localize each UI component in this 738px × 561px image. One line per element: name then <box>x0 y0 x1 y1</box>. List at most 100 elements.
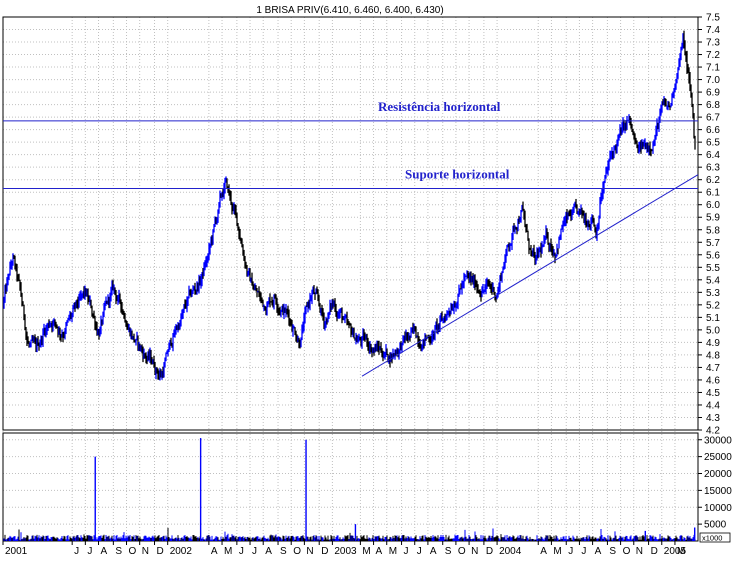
price-axis: 7.57.47.37.27.17.06.96.86.76.66.56.46.36… <box>698 13 720 437</box>
time-tick-label: A <box>540 546 547 556</box>
time-tick-label: J <box>568 546 573 556</box>
volume-tick-label: 30000 <box>704 435 732 446</box>
time-tick-label: S <box>445 546 452 556</box>
time-axis: 2001 J J A S O N D 2002 A M J J A S O N D 2003 M A M J J A S O N D 20… <box>2 541 687 557</box>
price-tick-label: 5.2 <box>706 300 720 311</box>
price-tick-label: 6.6 <box>706 125 720 136</box>
time-tick-label: M <box>677 546 685 556</box>
price-tick-label: 5.9 <box>706 213 720 224</box>
time-tick-label: N <box>306 546 313 556</box>
time-tick-label: A <box>595 546 602 556</box>
annotation-label-1: Suporte horizontal <box>405 166 510 181</box>
time-tick-label: D <box>651 546 658 556</box>
time-tick-label: D <box>321 546 328 556</box>
price-tick-label: 7.1 <box>706 63 720 74</box>
time-tick-label: J <box>239 546 244 556</box>
price-tick-label: 4.7 <box>706 363 720 374</box>
time-tick-label: S <box>609 546 616 556</box>
time-tick-label: J <box>74 546 79 556</box>
time-tick-label: S <box>280 546 287 556</box>
price-tick-label: 6.9 <box>706 88 720 99</box>
price-tick-label: 6.1 <box>706 188 720 199</box>
price-tick-label: 5.1 <box>706 313 720 324</box>
time-tick-label: M <box>553 546 561 556</box>
time-tick-label: N <box>471 546 478 556</box>
time-tick-label: O <box>293 546 301 556</box>
annotation-label-0: Resistência horizontal <box>378 99 501 114</box>
volume-tick-label: 25000 <box>704 452 732 463</box>
price-tick-label: 4.5 <box>706 388 720 399</box>
volume-tick-label: 20000 <box>704 469 732 480</box>
time-tick-label: O <box>458 546 466 556</box>
volume-bars <box>3 438 696 541</box>
time-tick-label: O <box>623 546 631 556</box>
price-tick-label: 4.4 <box>706 400 720 411</box>
price-series <box>3 30 696 381</box>
time-tick-label: M <box>362 546 370 556</box>
chart-title: 1 BRISA PRIV(6.410, 6.460, 6.400, 6.430) <box>256 5 443 16</box>
price-tick-label: 5.0 <box>706 325 720 336</box>
plot-frame <box>2 16 699 542</box>
volume-tick-label: 15000 <box>704 486 732 497</box>
volume-tick-label: 5000 <box>704 520 727 531</box>
annotations: Resistência horizontal Suporte horizontal <box>378 99 510 182</box>
price-tick-label: 5.8 <box>706 225 720 236</box>
volume-axis: 30000 25000 20000 15000 10000 5000 x1000 <box>698 435 732 543</box>
time-tick-label: 2003 <box>334 546 357 556</box>
price-tick-label: 4.6 <box>706 375 720 386</box>
price-tick-label: 7.4 <box>706 25 720 36</box>
price-tick-label: 7.3 <box>706 38 720 49</box>
time-tick-label: M <box>389 546 397 556</box>
grid-lines <box>2 16 698 541</box>
price-tick-label: 7.5 <box>706 13 720 24</box>
price-tick-label: 6.7 <box>706 113 720 124</box>
time-tick-label: N <box>636 546 643 556</box>
price-tick-label: 5.7 <box>706 238 720 249</box>
volume-tick-label: 10000 <box>704 503 732 514</box>
price-tick-label: 6.2 <box>706 175 720 186</box>
price-tick-label: 4.8 <box>706 350 720 361</box>
volume-panel-border <box>2 432 699 542</box>
price-tick-label: 7.2 <box>706 50 720 61</box>
price-panel-border <box>2 16 699 431</box>
time-tick-label: J <box>404 546 409 556</box>
time-tick-label: S <box>115 546 122 556</box>
time-tick-label: J <box>417 546 422 556</box>
price-tick-label: 6.0 <box>706 200 720 211</box>
price-tick-label: 6.8 <box>706 100 720 111</box>
time-tick-label: 2002 <box>170 546 193 556</box>
time-tick-label: A <box>211 546 218 556</box>
time-tick-label: 2001 <box>5 546 28 556</box>
time-tick-label: A <box>101 546 108 556</box>
price-tick-label: 5.6 <box>706 250 720 261</box>
time-tick-label: 2004 <box>499 546 522 556</box>
price-tick-label: 5.4 <box>706 275 720 286</box>
price-tick-label: 4.9 <box>706 338 720 349</box>
price-tick-label: 7.0 <box>706 75 720 86</box>
time-tick-label: O <box>129 546 137 556</box>
price-tick-label: 6.5 <box>706 138 720 149</box>
time-tick-label: J <box>581 546 586 556</box>
time-tick-label: A <box>376 546 383 556</box>
price-tick-label: 4.3 <box>706 413 720 424</box>
time-tick-label: D <box>157 546 164 556</box>
time-tick-label: J <box>252 546 257 556</box>
support-resistance-lines <box>3 120 699 377</box>
trend-line <box>361 174 699 377</box>
volume-unit-box <box>699 532 731 543</box>
time-tick-label: D <box>486 546 493 556</box>
time-tick-label: A <box>430 546 437 556</box>
time-tick-label: M <box>224 546 232 556</box>
time-tick-label: J <box>87 546 92 556</box>
price-tick-label: 4.2 <box>706 426 720 437</box>
time-tick-label: N <box>142 546 149 556</box>
price-tick-label: 5.5 <box>706 263 720 274</box>
time-tick-label: 2005 <box>664 546 687 556</box>
price-tick-label: 6.4 <box>706 150 720 161</box>
price-tick-label: 6.3 <box>706 163 720 174</box>
time-tick-label: A <box>265 546 272 556</box>
price-tick-label: 5.3 <box>706 288 720 299</box>
volume-unit-label: x1000 <box>702 534 722 543</box>
